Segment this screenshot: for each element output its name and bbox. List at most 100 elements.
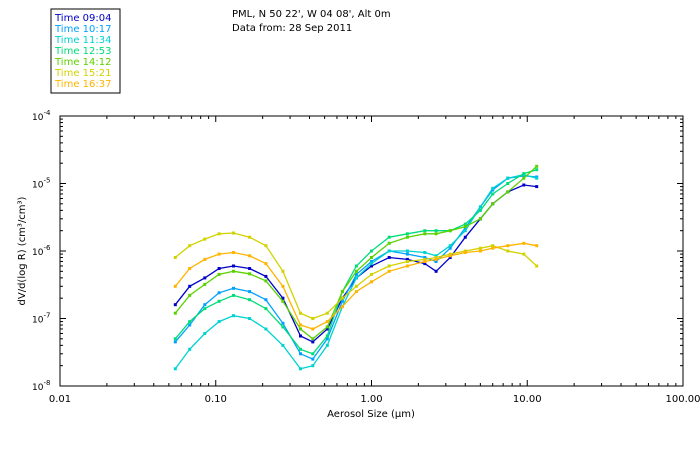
data-point (479, 250, 482, 253)
data-point (203, 276, 206, 279)
data-point (423, 232, 426, 235)
data-point (522, 184, 525, 187)
data-point (264, 244, 267, 247)
data-point (326, 325, 329, 328)
legend-entry: Time 09:04 (54, 13, 111, 24)
data-point (435, 229, 438, 232)
data-point (406, 236, 409, 239)
data-point (388, 256, 391, 259)
data-point (248, 254, 251, 257)
data-point (248, 267, 251, 270)
x-tick-label: 0.10 (205, 394, 227, 405)
data-point (479, 247, 482, 250)
data-point (370, 262, 373, 265)
y-tick-label: 10-7 (32, 312, 50, 326)
data-point (535, 185, 538, 188)
data-point (423, 251, 426, 254)
data-point (388, 236, 391, 239)
data-point (355, 270, 358, 273)
data-point (435, 258, 438, 261)
data-point (311, 364, 314, 367)
data-point (535, 244, 538, 247)
data-point (355, 290, 358, 293)
data-point (506, 244, 509, 247)
x-axis-label: Aerosol Size (µm) (327, 409, 415, 420)
legend-entry: Time 14:12 (54, 57, 111, 68)
data-point (299, 352, 302, 355)
data-point (370, 273, 373, 276)
y-tick-label: 10-6 (32, 244, 51, 258)
data-point (423, 260, 426, 263)
data-point (479, 209, 482, 212)
data-point (218, 232, 221, 235)
data-point (188, 267, 191, 270)
data-point (311, 317, 314, 320)
data-point (264, 262, 267, 265)
data-point (491, 202, 494, 205)
data-point (188, 294, 191, 297)
location-text: PML, N 50 22', W 04 08', Alt 0m (232, 9, 391, 20)
data-point (218, 300, 221, 303)
data-point (535, 165, 538, 168)
data-point (491, 247, 494, 250)
data-point (188, 320, 191, 323)
data-point (464, 251, 467, 254)
data-point (281, 270, 284, 273)
data-point (188, 348, 191, 351)
data-point (435, 270, 438, 273)
data-point (174, 340, 177, 343)
data-point (203, 332, 206, 335)
data-point (218, 291, 221, 294)
data-point (311, 358, 314, 361)
data-point (218, 273, 221, 276)
data-point (232, 287, 235, 290)
data-point (232, 251, 235, 254)
data-point (506, 182, 509, 185)
data-point (388, 242, 391, 245)
data-point (406, 232, 409, 235)
data-point (341, 290, 344, 293)
data-point (406, 260, 409, 263)
data-point (311, 352, 314, 355)
data-point (264, 328, 267, 331)
data-point (464, 225, 467, 228)
data-point (218, 253, 221, 256)
data-point (311, 328, 314, 331)
data-point (232, 270, 235, 273)
y-tick-label: 10-5 (32, 177, 50, 191)
data-point (423, 229, 426, 232)
data-point (232, 232, 235, 235)
legend-entry: Time 10:17 (54, 24, 111, 35)
data-point (341, 297, 344, 300)
data-point (535, 177, 538, 180)
data-point (522, 172, 525, 175)
data-point (281, 325, 284, 328)
data-point (406, 265, 409, 268)
data-point (406, 253, 409, 256)
data-point (535, 265, 538, 268)
x-tick-label: 10.00 (513, 394, 542, 405)
data-point (281, 322, 284, 325)
data-point (449, 229, 452, 232)
data-point (281, 285, 284, 288)
data-point (464, 229, 467, 232)
data-point (388, 270, 391, 273)
data-point (281, 300, 284, 303)
data-point (326, 312, 329, 315)
data-point (299, 312, 302, 315)
data-point (341, 305, 344, 308)
data-point (491, 193, 494, 196)
data-point (174, 285, 177, 288)
data-point (326, 335, 329, 338)
data-point (522, 242, 525, 245)
data-point (370, 256, 373, 259)
x-tick-label: 0.01 (49, 394, 71, 405)
y-axis-label: dV/d(log R) (cm³/cm³) (17, 196, 28, 305)
data-point (299, 335, 302, 338)
data-point (264, 275, 267, 278)
data-point (218, 267, 221, 270)
data-point (188, 285, 191, 288)
data-point (522, 177, 525, 180)
